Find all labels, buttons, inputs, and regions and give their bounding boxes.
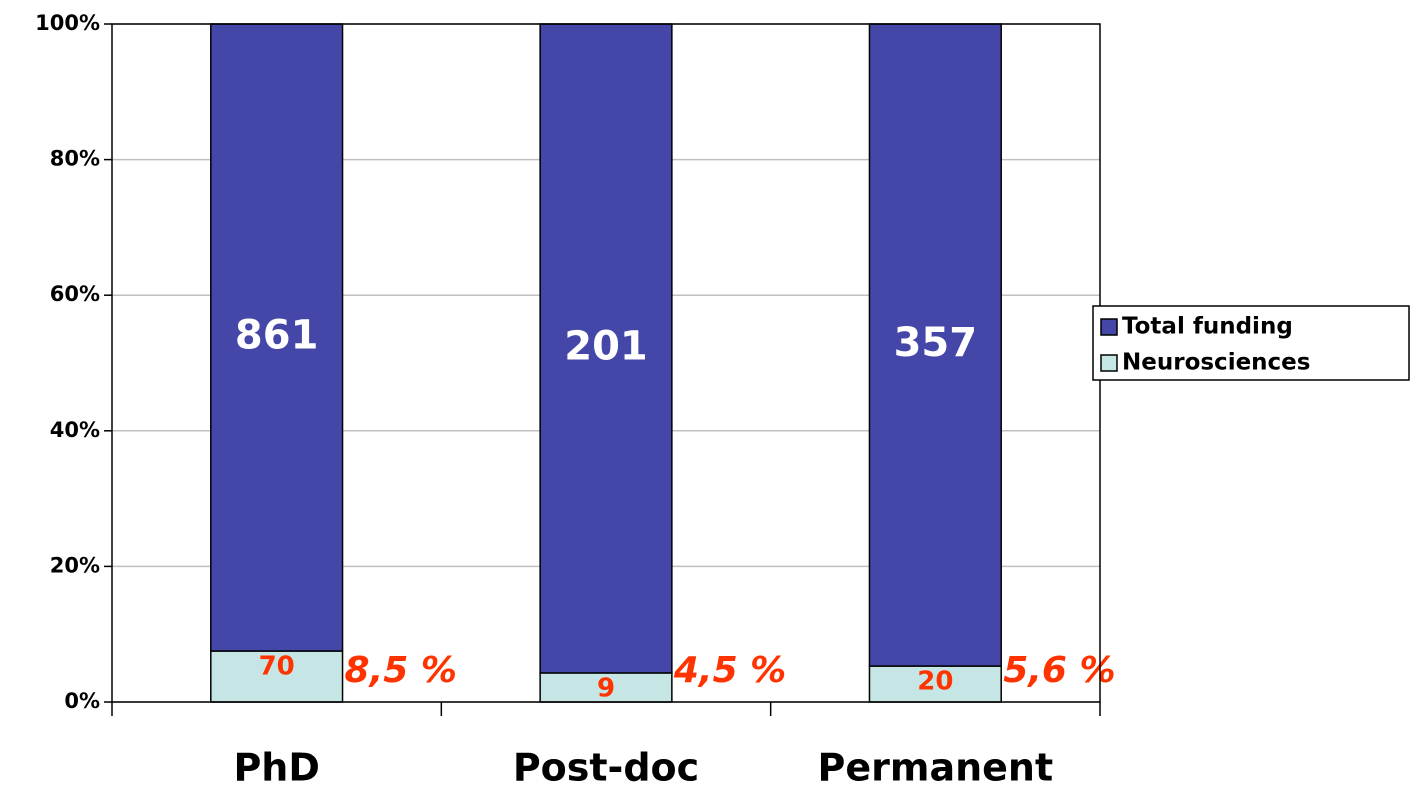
x-tick-label: PhD: [233, 746, 319, 789]
annotation: 5,6 %: [1003, 650, 1115, 691]
value-label: 20: [917, 667, 953, 697]
y-tick-label: 0%: [64, 689, 100, 713]
legend-label: Neurosciences: [1122, 350, 1310, 376]
annotation: 4,5 %: [673, 650, 786, 691]
annotation: 8,5 %: [345, 650, 457, 691]
y-tick-label: 40%: [50, 418, 100, 442]
legend-label: Total funding: [1122, 314, 1293, 340]
value-label: 70: [259, 652, 295, 682]
value-label: 357: [894, 320, 978, 366]
value-label: 861: [235, 313, 319, 359]
y-tick-label: 20%: [50, 553, 100, 577]
value-label: 9: [597, 673, 615, 703]
legend-box: [1092, 305, 1410, 381]
legend-swatch: [1100, 318, 1118, 336]
bar-segment: [868, 23, 1002, 667]
legend-swatch: [1100, 354, 1118, 372]
x-tick-label: Permanent: [818, 746, 1054, 789]
y-tick-label: 80%: [50, 147, 100, 171]
y-tick-label: 100%: [35, 11, 100, 35]
bar-segment: [210, 23, 344, 652]
y-tick-label: 60%: [50, 282, 100, 306]
bar-segment: [210, 650, 344, 703]
x-tick-label: Post-doc: [513, 746, 699, 789]
value-label: 201: [564, 323, 648, 369]
